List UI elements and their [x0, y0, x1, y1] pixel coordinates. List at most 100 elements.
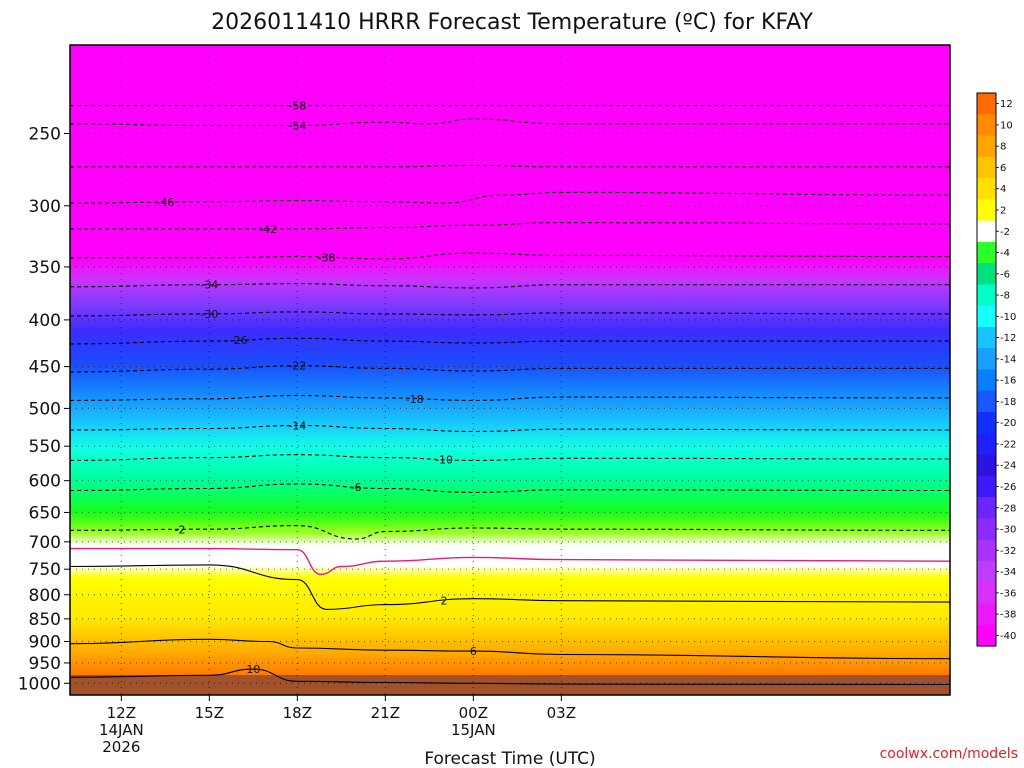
colorbar-label: -20 [1000, 418, 1016, 429]
y-tick-label: 750 [29, 560, 61, 580]
colorbar-label: -12 [1000, 333, 1016, 344]
colorbar-label: -32 [1000, 546, 1016, 557]
y-tick-label: 850 [29, 610, 61, 630]
contour-label: -26 [230, 334, 248, 347]
colorbar-label: -18 [1000, 397, 1016, 408]
colorbar-label: 6 [1000, 163, 1006, 174]
y-tick-label: 600 [29, 472, 61, 492]
colorbar-label: -2 [1000, 227, 1010, 238]
y-tick-label: 350 [29, 258, 61, 278]
contour-label: -38 [318, 251, 336, 264]
x-tick-label: 18Z [283, 704, 312, 722]
colorbar-swatch [977, 156, 996, 179]
contour-label: -42 [259, 223, 277, 236]
contour-line [70, 191, 950, 204]
colorbar-label: -22 [1000, 439, 1016, 450]
contour-layer: -58-54-46-42-38-34-30-26-22-18-14-10-6-2… [70, 100, 950, 686]
y-tick-label: 550 [29, 437, 61, 457]
colorbar-label: -8 [1000, 291, 1010, 302]
contour-line [70, 668, 950, 686]
colorbar-label: -10 [1000, 312, 1016, 323]
y-tick-label: 650 [29, 503, 61, 523]
temperature-field [70, 45, 950, 695]
colorbar-swatch [977, 369, 996, 392]
colorbar-label: -40 [1000, 631, 1016, 642]
colorbar-label: 4 [1000, 184, 1006, 195]
y-tick-label: 950 [29, 654, 61, 674]
contour-line [70, 283, 950, 289]
colorbar-swatch [977, 497, 996, 519]
y-tick-label: 400 [29, 311, 61, 331]
contour-line [70, 118, 950, 127]
contour-line [70, 424, 950, 433]
colorbar-label: 10 [1000, 120, 1013, 131]
source-link[interactable]: coolwx.com/models [880, 746, 1018, 762]
plot-frame [69, 44, 951, 696]
x-tick-label: 15Z [195, 704, 224, 722]
chart-title: 2026011410 HRRR Forecast Temperature (ºC… [211, 10, 813, 35]
colorbar-swatch [977, 475, 996, 498]
contour-label: 10 [246, 663, 260, 676]
y-tick-label: 700 [29, 533, 61, 553]
x-tick-date: 14JAN [99, 721, 144, 739]
grid-layer [70, 45, 950, 695]
colorbar-swatch [977, 348, 996, 371]
contour-line [70, 547, 950, 576]
colorbar-label: -30 [1000, 525, 1016, 536]
colorbar-swatch [977, 135, 996, 158]
colorbar-swatch [977, 390, 996, 413]
colorbar-label: -28 [1000, 503, 1016, 514]
x-tick-date: 15JAN [451, 721, 496, 739]
x-tick-label: 03Z [547, 704, 576, 722]
colorbar-swatch [977, 326, 996, 349]
x-tick-label: 00Z [459, 704, 488, 722]
colorbar-label: -16 [1000, 376, 1016, 387]
colorbar-swatch [977, 412, 996, 434]
contour-line [70, 365, 950, 373]
colorbar-swatch [977, 220, 996, 243]
colorbar-swatch [977, 518, 996, 541]
contour-line [70, 252, 950, 260]
ground-band [70, 675, 950, 695]
contour-label: 2 [441, 595, 448, 608]
contour-label: -22 [288, 360, 306, 373]
contour-line [70, 483, 950, 493]
colorbar: 12 10 8 6 4 2 -2 -4 -6 -8 -10 -12 -14 -16 -18 -20 -22 -24… [976, 92, 1016, 647]
contour-label: -18 [406, 393, 424, 406]
colorbar-swatch [977, 560, 996, 583]
colorbar-label: 8 [1000, 142, 1006, 153]
contour-label: -58 [288, 100, 306, 113]
contour-line [70, 564, 950, 610]
contour-label: -2 [175, 523, 186, 536]
colorbar-swatch [977, 241, 996, 264]
y-tick-label: 900 [29, 632, 61, 652]
x-axis-title: Forecast Time (UTC) [424, 749, 595, 768]
colorbar-swatch [977, 305, 996, 328]
y-tick-label: 500 [29, 399, 61, 419]
colorbar-swatch [977, 114, 996, 137]
colorbar-swatch [977, 539, 996, 562]
colorbar-label: -14 [1000, 354, 1016, 365]
contour-label: -10 [435, 453, 453, 466]
y-axis: 2503003504004505005506006507007508008509… [18, 124, 70, 694]
contour-label: -6 [351, 481, 362, 494]
contour-label: -14 [288, 419, 306, 432]
colorbar-swatch [977, 624, 996, 647]
y-tick-label: 250 [29, 124, 61, 144]
y-tick-label: 450 [29, 358, 61, 378]
colorbar-label: -36 [1000, 588, 1016, 599]
plot-area: -58-54-46-42-38-34-30-26-22-18-14-10-6-2… [69, 44, 951, 696]
colorbar-label: -34 [1000, 567, 1016, 578]
colorbar-swatch [977, 582, 996, 605]
colorbar-swatch [977, 603, 996, 626]
contour-label: -54 [288, 119, 306, 132]
contour-line [70, 337, 950, 345]
colorbar-label: -26 [1000, 482, 1016, 493]
colorbar-label: -4 [1000, 248, 1010, 259]
x-tick-label: 21Z [371, 704, 400, 722]
x-tick-year: 2026 [102, 738, 140, 756]
colorbar-swatch [977, 178, 996, 200]
colorbar-label: -6 [1000, 269, 1010, 280]
